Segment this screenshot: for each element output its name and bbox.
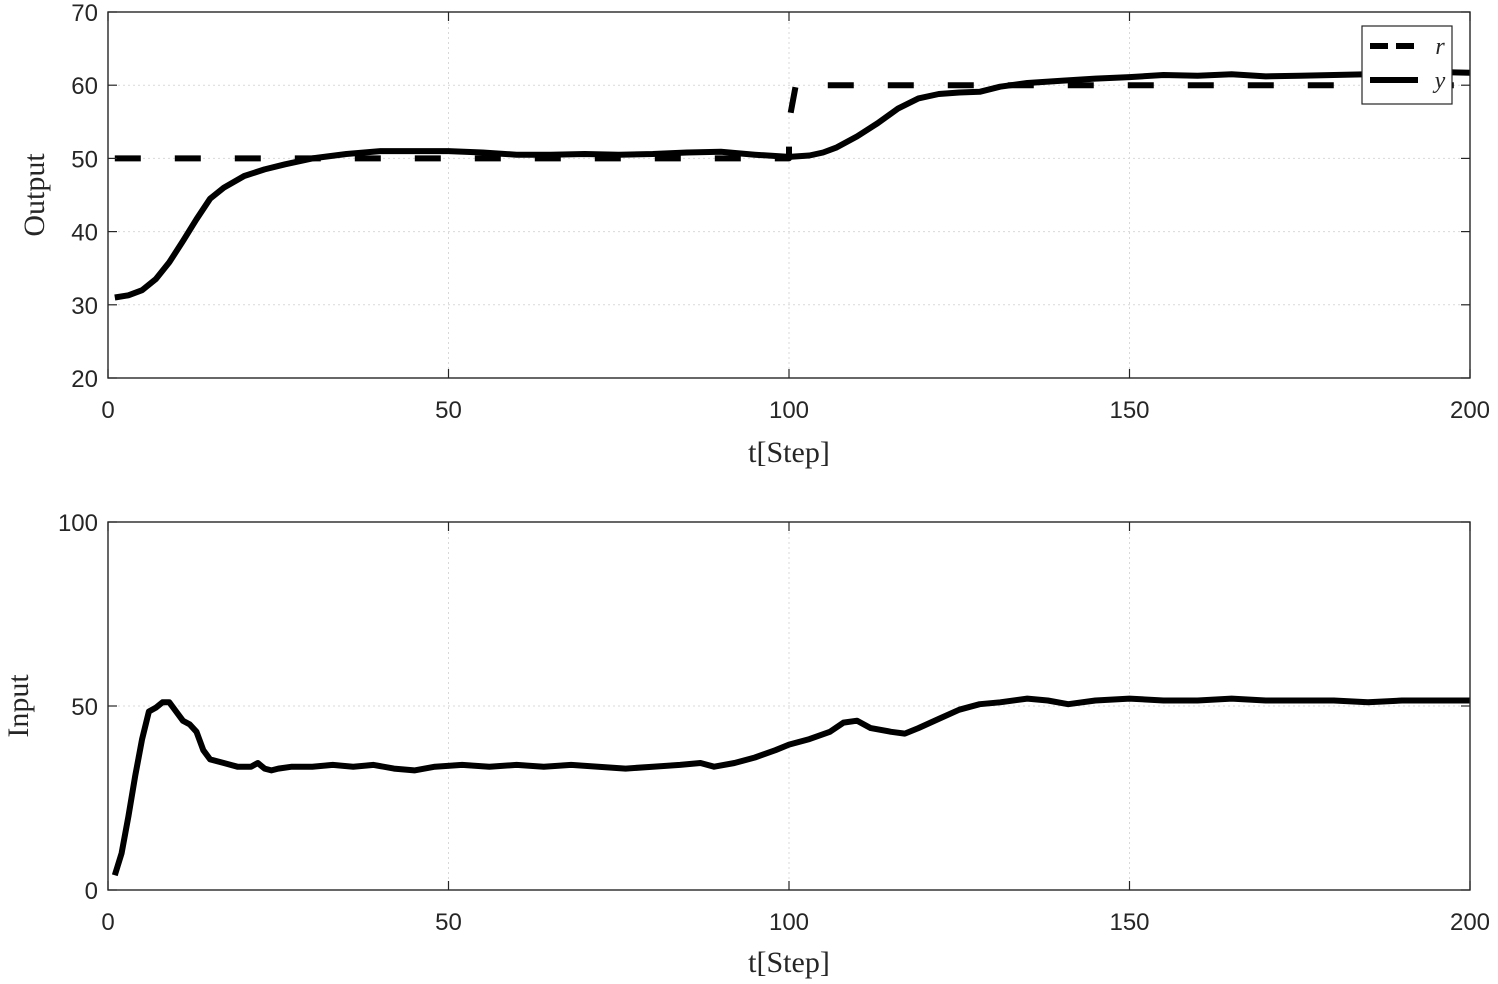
x-tick-label: 100 — [769, 397, 809, 424]
y-tick-label: 50 — [71, 146, 98, 173]
x-axis-label: t[Step] — [748, 436, 830, 469]
legend: ry — [1361, 25, 1453, 105]
legend-box — [1361, 25, 1453, 105]
x-tick-label: 0 — [101, 909, 114, 936]
x-tick-label: 200 — [1450, 397, 1490, 424]
x-tick-label: 200 — [1450, 909, 1490, 936]
legend-label-y: y — [1433, 68, 1446, 94]
y-tick-label: 30 — [71, 293, 98, 320]
y-tick-label: 0 — [85, 878, 98, 905]
legend-label-r: r — [1435, 34, 1445, 60]
input-chart: 0 50 100 150 200 0 50 100 t[Step] Input — [2, 510, 1490, 979]
y-tick-label: 60 — [71, 73, 98, 100]
y-tick-label: 50 — [71, 694, 98, 721]
series-line-u — [111, 695, 1470, 877]
x-tick-label: 50 — [435, 397, 462, 424]
y-axis-label: Input — [2, 674, 35, 738]
y-tick-label: 20 — [71, 366, 98, 393]
y-axis-label: Output — [18, 153, 51, 237]
series-line-y — [114, 69, 1471, 301]
x-tick-label: 150 — [1109, 397, 1149, 424]
x-tick-label: 0 — [101, 397, 114, 424]
x-tick-label: 150 — [1109, 909, 1149, 936]
y-tick-label: 100 — [58, 510, 98, 537]
y-tick-label: 70 — [71, 0, 98, 27]
x-tick-label: 50 — [435, 909, 462, 936]
output-chart: 0 50 100 150 200 20 30 40 50 60 70 t[Step] Output ry — [18, 0, 1490, 469]
x-tick-label: 100 — [769, 909, 809, 936]
x-axis-label: t[Step] — [748, 946, 830, 979]
y-tick-label: 40 — [71, 220, 98, 247]
